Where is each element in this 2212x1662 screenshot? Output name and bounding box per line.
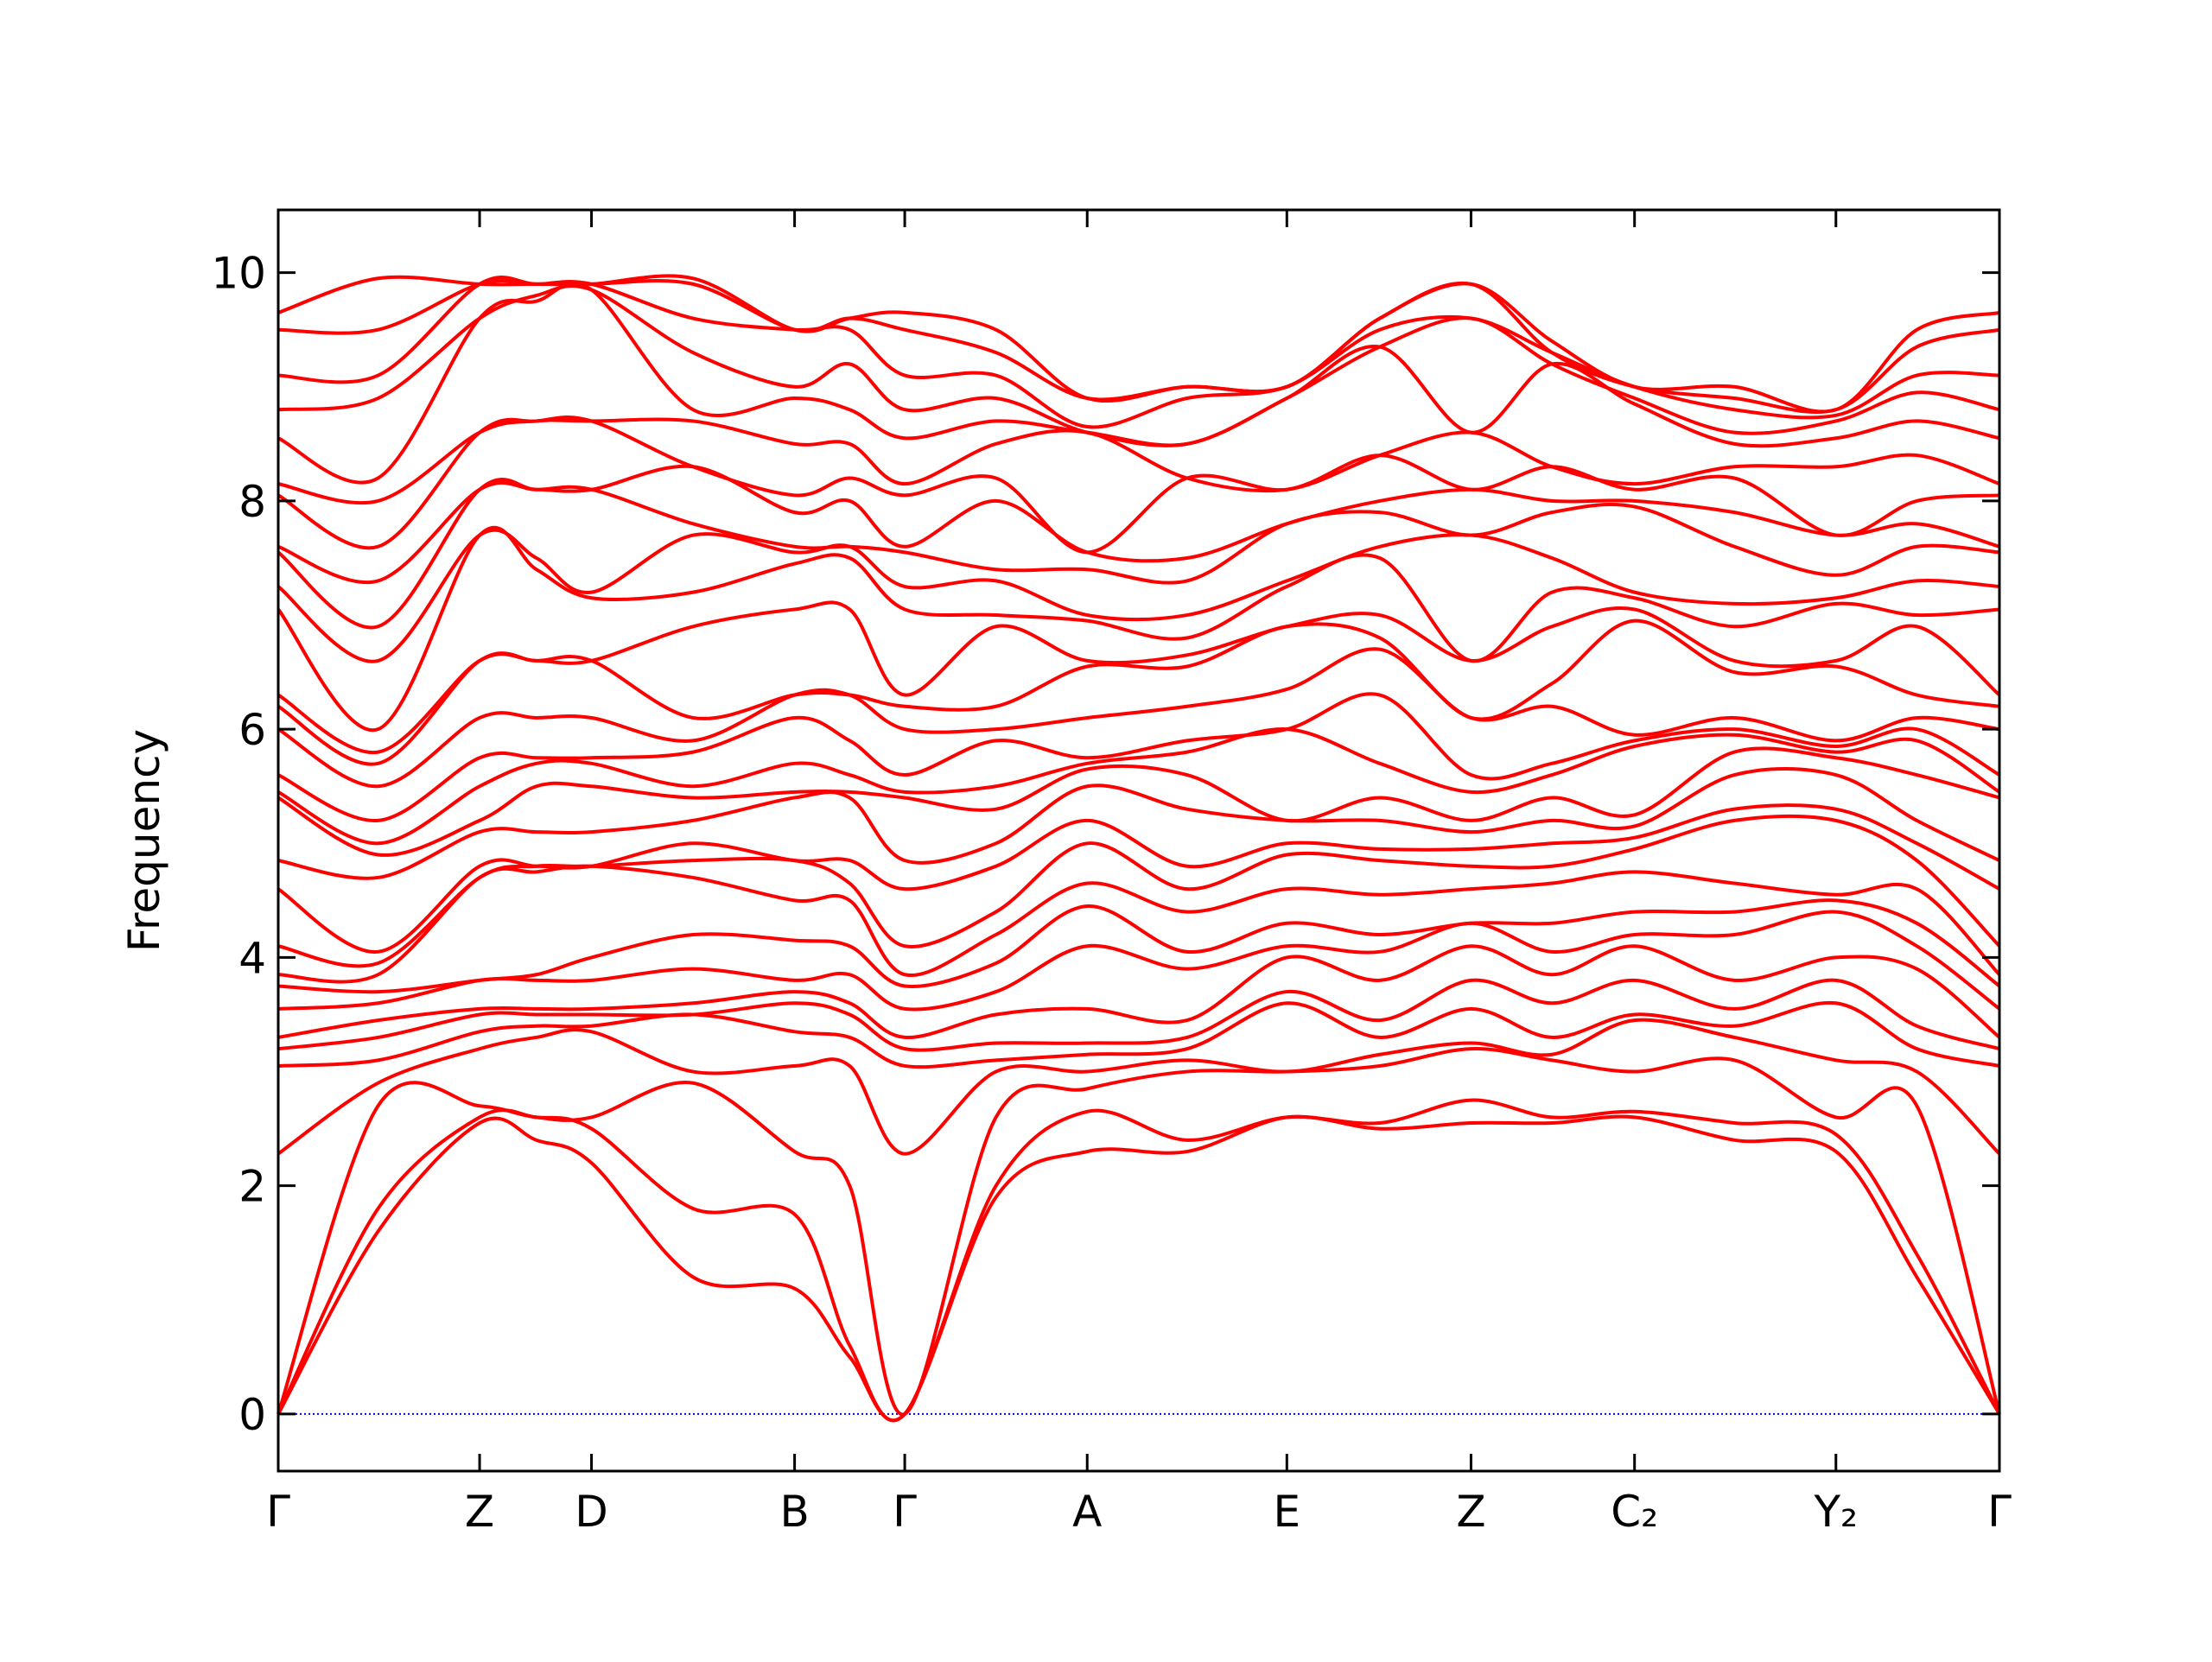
band-line: [277, 910, 2001, 1012]
x-tick-label: D: [575, 1487, 608, 1537]
band-line: [277, 282, 2000, 485]
band-line: [276, 1114, 2001, 1423]
x-tick-label: Z: [1456, 1487, 1485, 1537]
band-line: [277, 274, 2000, 414]
band-line: [277, 464, 2000, 585]
band-line: [277, 1000, 2000, 1069]
y-tick-label: 6: [238, 705, 266, 755]
band-line: [276, 528, 2000, 663]
band-line: [277, 898, 2001, 994]
band-line: [277, 416, 2000, 555]
band-line: [276, 647, 2000, 789]
x-tick-label: Y₂: [1813, 1487, 1858, 1537]
x-tick-label: Γ: [893, 1487, 917, 1537]
y-axis-label: Frequency: [119, 729, 169, 952]
band-line: [277, 284, 2000, 447]
x-tick-label: A: [1072, 1487, 1102, 1537]
band-line: [277, 978, 2000, 1052]
x-tick-label: B: [779, 1487, 809, 1537]
band-line: [276, 746, 2000, 857]
band-line: [277, 944, 2001, 1039]
y-tick-label: 4: [238, 933, 266, 983]
band-line: [276, 600, 2001, 754]
x-tick-label: Z: [465, 1487, 494, 1537]
plot-frame: [276, 208, 2001, 1473]
x-tick-label: Γ: [266, 1487, 290, 1537]
y-tick-label: 8: [238, 477, 266, 527]
band-line: [276, 1098, 2001, 1423]
x-tick-label: C₂: [1611, 1487, 1658, 1537]
band-line: [277, 727, 2001, 846]
band-line: [276, 525, 2000, 733]
x-tick-label: Γ: [1987, 1487, 2012, 1537]
band-line: [276, 1047, 2001, 1416]
band-line: [277, 814, 2001, 968]
band-line: [276, 1018, 2001, 1156]
band-line: [277, 767, 2000, 880]
y-tick-label: 0: [238, 1390, 266, 1440]
band-line: [277, 864, 2001, 984]
y-tick-label: 2: [238, 1162, 266, 1212]
band-line: [276, 803, 2000, 954]
band-line: [277, 692, 2000, 822]
y-tick-label: 10: [211, 249, 266, 299]
band-line: [276, 618, 2000, 766]
x-tick-label: E: [1274, 1487, 1301, 1537]
